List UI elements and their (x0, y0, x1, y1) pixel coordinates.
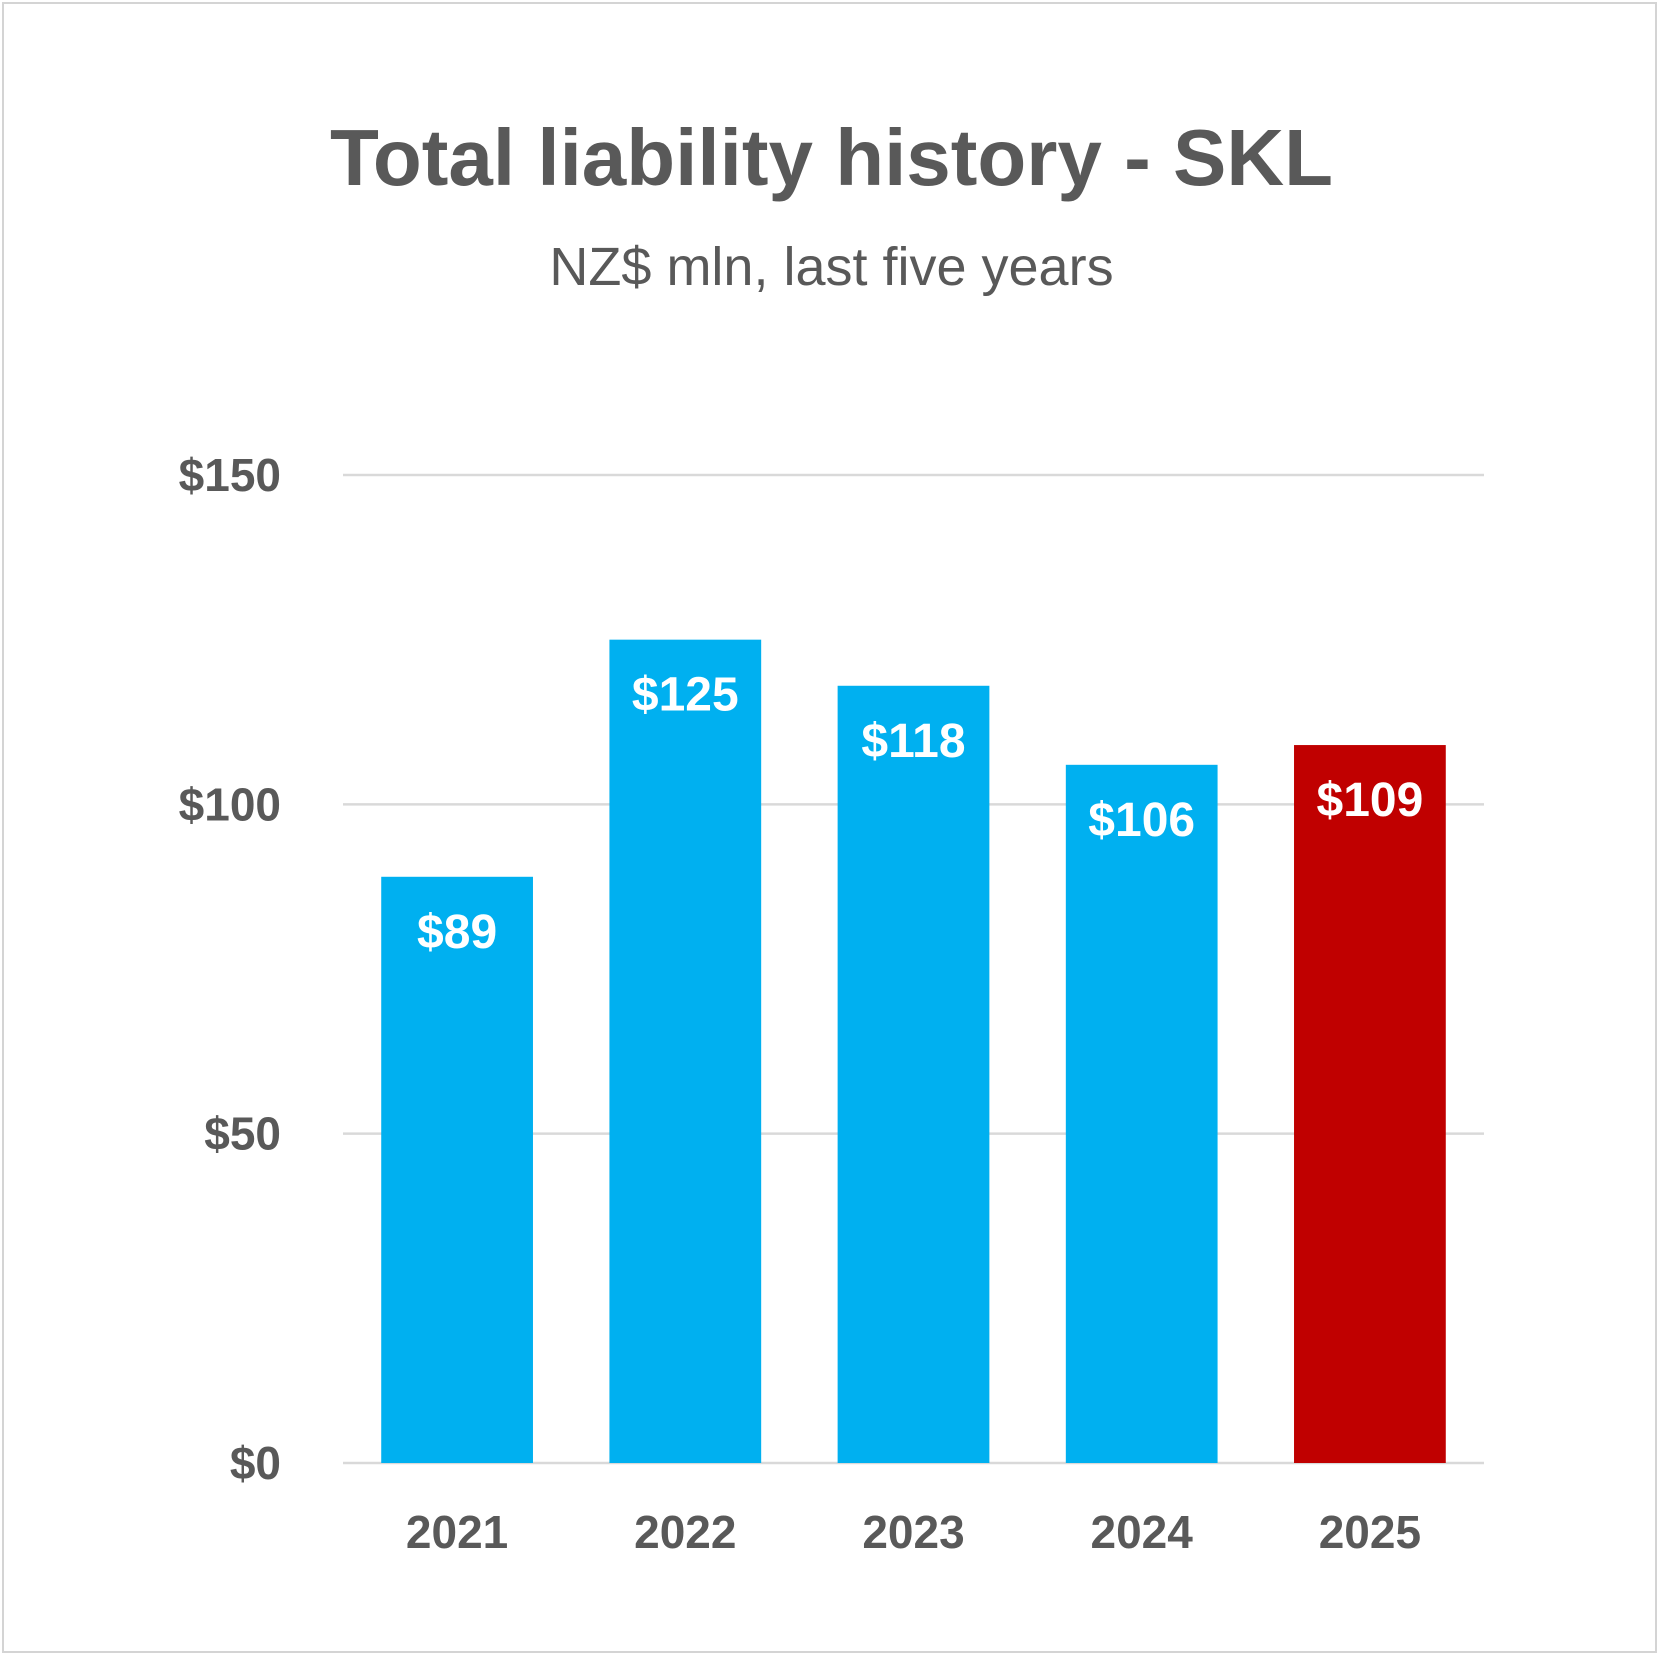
bar-2025 (1294, 745, 1446, 1463)
data-labels: $89 $125 $118 $106 $109 (417, 669, 1423, 959)
bar-2024 (1065, 764, 1218, 1463)
bars (381, 639, 1446, 1463)
data-label-2025: $109 (1317, 774, 1424, 827)
bar-2022 (609, 639, 762, 1463)
y-tick-label: $50 (204, 1108, 281, 1160)
y-axis: $0 $50 $100 $150 (179, 449, 281, 1489)
data-label-2024: $106 (1088, 794, 1195, 847)
y-tick-label: $100 (179, 778, 281, 830)
x-tick-label: 2025 (1319, 1506, 1421, 1558)
x-tick-label: 2022 (634, 1506, 736, 1558)
data-label-2023: $118 (861, 715, 965, 768)
bar-2023 (837, 685, 990, 1463)
chart-subtitle: NZ$ mln, last five years (549, 237, 1114, 297)
x-tick-label: 2023 (862, 1506, 964, 1558)
data-label-2021: $89 (417, 906, 497, 959)
x-axis: 2021 2022 2023 2024 2025 (406, 1506, 1421, 1558)
x-tick-label: 2021 (406, 1506, 508, 1558)
data-label-2022: $125 (632, 669, 739, 722)
bar-2021 (381, 876, 533, 1463)
x-tick-label: 2024 (1091, 1506, 1194, 1558)
y-tick-label: $0 (230, 1437, 281, 1489)
y-tick-label: $150 (179, 449, 281, 501)
chart-title: Total liability history - SKL (329, 113, 1334, 202)
